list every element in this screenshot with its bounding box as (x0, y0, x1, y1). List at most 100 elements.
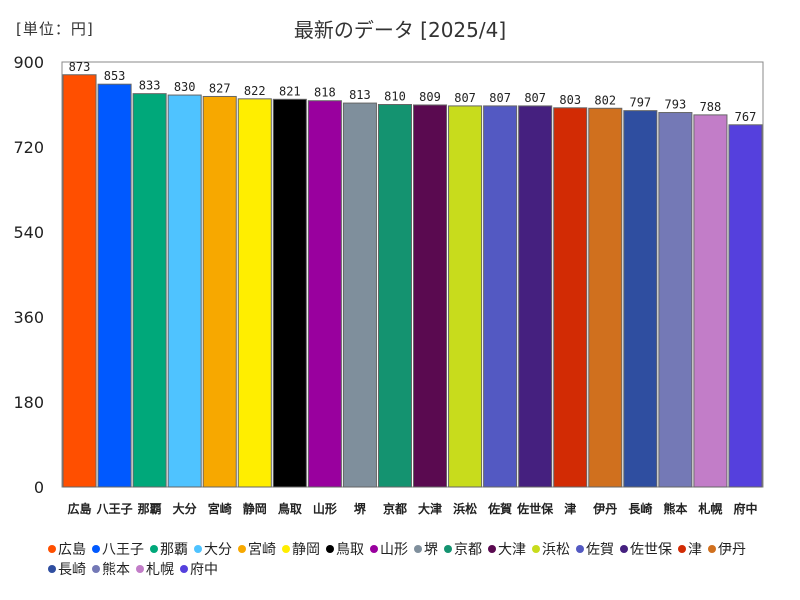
legend-swatch-19 (180, 565, 188, 573)
y-tick-label-4: 720 (13, 138, 44, 157)
bar-9 (377, 104, 413, 488)
legend-item-11: 浜松 (532, 540, 570, 560)
legend-label-1: 八王子 (102, 542, 144, 558)
x-tick-label-11: 浜松 (453, 501, 477, 516)
bar-16 (623, 110, 658, 488)
legend-label-10: 大津 (498, 542, 526, 558)
data-label-0: 873 (69, 60, 91, 74)
x-tick-label-3: 大分 (173, 501, 197, 516)
legend-swatch-12 (576, 545, 584, 553)
bar-4 (202, 95, 237, 488)
bar-8 (342, 102, 377, 488)
legend-label-2: 那覇 (160, 542, 188, 558)
legend-label-4: 宮崎 (248, 542, 276, 558)
legend-item-15: 伊丹 (708, 540, 746, 560)
legend-swatch-15 (708, 545, 716, 553)
legend-label-14: 津 (688, 542, 702, 558)
legend-item-5: 静岡 (282, 540, 320, 560)
legend-item-17: 熊本 (92, 560, 130, 580)
legend-label-8: 堺 (424, 542, 438, 558)
legend-swatch-5 (282, 545, 290, 553)
legend-label-0: 広島 (58, 542, 86, 558)
x-tick-label-4: 宮崎 (208, 501, 232, 516)
data-label-8: 813 (349, 88, 371, 102)
bar-6 (272, 98, 307, 488)
bar-7 (307, 100, 342, 488)
bar-19 (728, 124, 763, 488)
legend-label-18: 札幌 (146, 562, 174, 578)
legend-item-18: 札幌 (136, 560, 174, 580)
x-tick-label-15: 伊丹 (592, 501, 617, 516)
legend-item-0: 広島 (48, 540, 86, 560)
bar-18 (693, 114, 728, 488)
legend-swatch-3 (194, 545, 202, 553)
data-label-19: 767 (735, 110, 757, 124)
legend-item-19: 府中 (180, 560, 218, 580)
legend-swatch-8 (414, 545, 422, 553)
legend-label-11: 浜松 (542, 542, 570, 558)
bar-15 (588, 107, 623, 488)
legend-label-5: 静岡 (292, 542, 320, 558)
x-tick-label-14: 津 (564, 501, 576, 516)
data-label-11: 807 (454, 91, 476, 105)
legend-label-16: 長崎 (58, 562, 86, 578)
legend-item-9: 京都 (444, 540, 482, 560)
bar-17 (658, 112, 693, 488)
legend-label-12: 佐賀 (586, 542, 614, 558)
x-tick-label-6: 鳥取 (278, 501, 302, 516)
legend-item-13: 佐世保 (620, 540, 672, 560)
bar-3 (167, 94, 202, 488)
legend-item-1: 八王子 (92, 540, 144, 560)
legend-label-17: 熊本 (102, 562, 130, 578)
y-tick-label-1: 180 (13, 393, 44, 412)
bar-0 (62, 74, 97, 488)
x-tick-label-8: 堺 (354, 501, 367, 516)
legend-swatch-6 (326, 545, 334, 553)
legend-item-7: 山形 (370, 540, 408, 560)
legend-item-14: 津 (678, 540, 702, 560)
legend-item-10: 大津 (488, 540, 526, 560)
legend-swatch-1 (92, 545, 100, 553)
x-tick-label-13: 佐世保 (516, 501, 554, 516)
bar-2 (132, 93, 167, 488)
y-tick-label-3: 540 (13, 223, 44, 242)
bar-1 (97, 83, 132, 488)
x-tick-label-10: 大津 (418, 501, 442, 516)
legend-swatch-10 (488, 545, 496, 553)
bar-12 (483, 105, 518, 488)
chart-title: 最新のデータ [2025/4] (293, 18, 507, 42)
legend-swatch-2 (150, 545, 158, 553)
bar-10 (413, 104, 448, 488)
data-label-18: 788 (700, 100, 722, 114)
legend-label-6: 鳥取 (336, 542, 364, 558)
legend-swatch-0 (48, 545, 56, 553)
unit-label: [単位：円] (16, 20, 94, 38)
legend-item-16: 長崎 (48, 560, 86, 580)
data-label-15: 802 (594, 93, 616, 107)
legend-label-7: 山形 (380, 542, 408, 558)
legend-swatch-17 (92, 565, 100, 573)
chart-legend: 広島 八王子 那覇 大分 宮崎 静岡 鳥取 山形堺京都 大津 浜松 佐賀 佐世保津伊丹長崎 熊本 札幌 府中 (48, 540, 768, 580)
legend-label-15: 伊丹 (718, 542, 746, 558)
data-label-6: 821 (279, 84, 301, 98)
bar-14 (553, 107, 588, 488)
data-label-5: 822 (244, 84, 266, 98)
x-tick-label-0: 広島 (68, 501, 92, 516)
legend-label-9: 京都 (454, 542, 482, 558)
legend-swatch-4 (238, 545, 246, 553)
data-label-3: 830 (174, 80, 196, 94)
legend-swatch-9 (444, 545, 452, 553)
data-label-14: 803 (559, 93, 581, 107)
data-label-17: 793 (665, 98, 687, 112)
legend-item-6: 鳥取 (326, 540, 364, 560)
y-tick-label-0: 0 (34, 478, 44, 497)
data-label-1: 853 (104, 69, 126, 83)
x-tick-label-9: 京都 (383, 501, 407, 516)
legend-swatch-7 (370, 545, 378, 553)
legend-swatch-14 (678, 545, 686, 553)
legend-swatch-11 (532, 545, 540, 553)
data-label-13: 807 (524, 91, 546, 105)
data-label-7: 818 (314, 86, 336, 100)
bar-13 (518, 105, 553, 488)
